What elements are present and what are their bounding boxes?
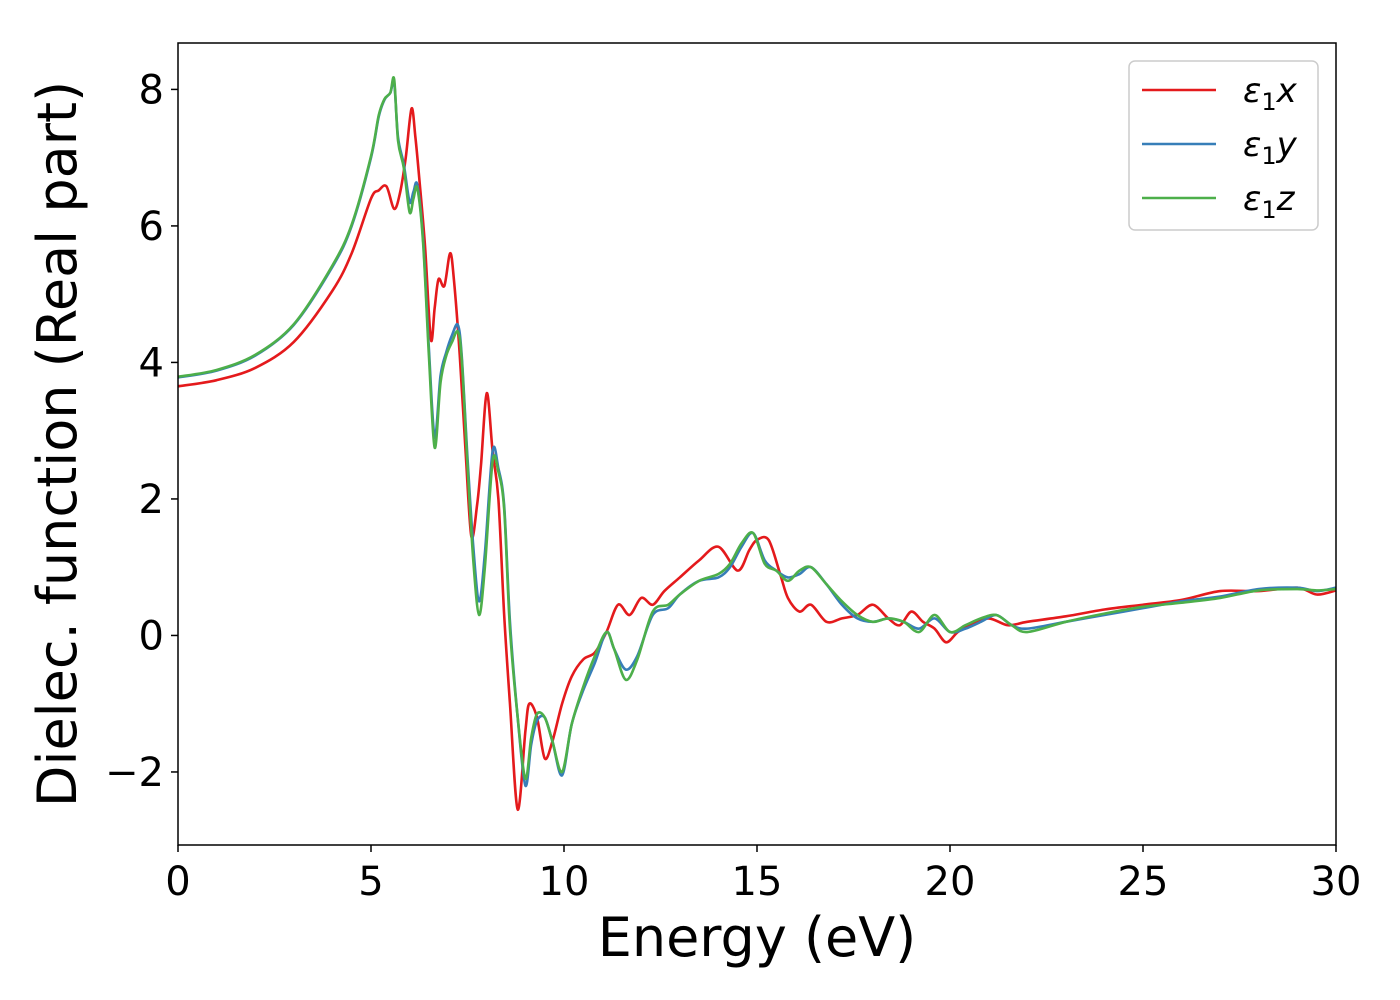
x-axis-label: Energy (eV) <box>598 906 917 969</box>
y-tick-label: 2 <box>139 477 164 523</box>
y-tick-label: 0 <box>139 613 164 659</box>
x-tick-label: 10 <box>539 859 590 905</box>
legend-label-y: ε1y <box>1243 125 1298 170</box>
y-axis-label: Dielec. function (Real part) <box>26 81 89 807</box>
legend-symbol: ε <box>1243 71 1261 111</box>
legend-symbol: ε <box>1243 179 1261 219</box>
legend-label-z: ε1z <box>1243 179 1296 224</box>
y-tick-label: 4 <box>139 340 164 386</box>
x-axis: 0 5 10 15 20 25 30 <box>165 845 1361 905</box>
legend-component: x <box>1276 71 1298 111</box>
y-axis: −2 0 2 4 6 8 <box>105 67 178 796</box>
y-tick-label: −2 <box>105 750 164 796</box>
legend-label-x: ε1x <box>1243 71 1298 116</box>
legend-component: y <box>1276 125 1298 165</box>
x-tick-label: 5 <box>358 859 383 905</box>
series-line-z <box>178 76 1336 781</box>
y-tick-label: 6 <box>139 204 164 250</box>
y-tick-label: 8 <box>139 67 164 113</box>
x-tick-label: 25 <box>1118 859 1169 905</box>
series-layer <box>178 76 1336 811</box>
legend-subscript: 1 <box>1261 88 1276 116</box>
x-tick-label: 15 <box>732 859 783 905</box>
x-tick-label: 0 <box>165 859 190 905</box>
legend-box <box>1128 60 1319 231</box>
series-line-x <box>178 107 1336 811</box>
legend-subscript: 1 <box>1261 196 1276 224</box>
x-tick-label: 20 <box>925 859 976 905</box>
legend-component: z <box>1276 179 1296 219</box>
x-tick-label: 30 <box>1311 859 1362 905</box>
legend-symbol: ε <box>1243 125 1261 165</box>
legend-subscript: 1 <box>1261 142 1276 170</box>
